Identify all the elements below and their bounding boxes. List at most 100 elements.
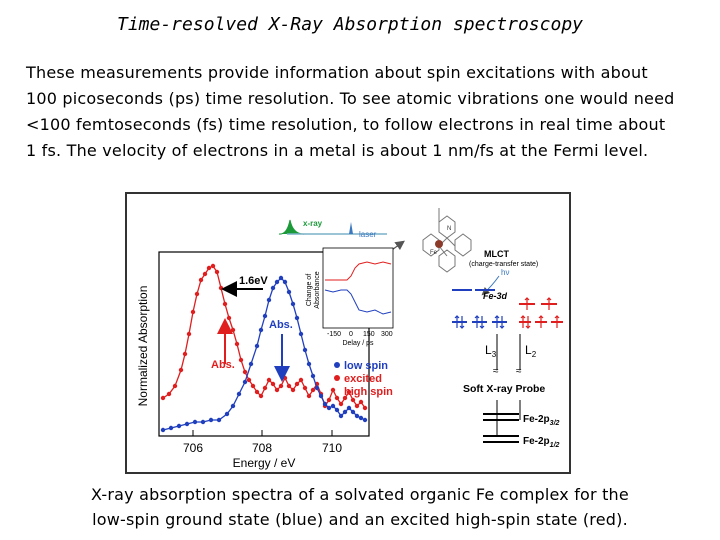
spectrum-point [358, 415, 364, 421]
mlct-arrow [481, 275, 500, 296]
spectrum-point [330, 387, 336, 393]
spectrum-point [350, 397, 356, 403]
spectrum-point [230, 403, 236, 409]
spectrum-point [254, 389, 260, 395]
figure-caption: X-ray absorption spectra of a solvated o… [0, 482, 720, 532]
red-abs-label: Abs. [211, 359, 235, 371]
spectrum-point [206, 265, 212, 271]
spectrum-point [310, 373, 316, 379]
spectrum-point [354, 403, 360, 409]
x-axis-label: Energy / eV [233, 456, 296, 470]
caption-line: low-spin ground state (blue) and an exci… [92, 510, 628, 529]
spectrum-point [192, 419, 198, 425]
intro-paragraph: These measurements provide information a… [26, 60, 706, 164]
spectrum-point [248, 361, 254, 367]
spectrum-point [224, 411, 230, 417]
main-plot-frame [158, 251, 370, 437]
spectrum-point [236, 391, 242, 397]
spectrum-point [334, 395, 340, 401]
spectrum-point [262, 313, 268, 319]
legend-high-spin: high spin [344, 386, 393, 398]
inset-x-tick: 0 [349, 331, 353, 338]
paragraph-line: 1 fs. The velocity of electrons in a met… [26, 141, 649, 160]
fe-atom [435, 240, 443, 248]
spectrum-point [346, 405, 352, 411]
legend-low-marker [334, 362, 340, 368]
spectrum-point [298, 331, 304, 337]
probe-label: Soft X-ray Probe [463, 383, 545, 395]
fe3d-levels-low [452, 289, 507, 329]
spectrum-point [306, 361, 312, 367]
paragraph-line: These measurements provide information a… [26, 63, 648, 82]
spectrum-point [290, 387, 296, 393]
xas-figure-svg: 706 708 710 Energy / eV Normalized Absor… [136, 208, 563, 470]
spectrum-point [350, 409, 356, 415]
inset-plot-frame [322, 247, 394, 329]
mlct-sublabel: (charge-transfer state) [469, 261, 538, 268]
legend-excited: excited [344, 373, 382, 385]
inset-y-label-1: Change of [306, 274, 313, 306]
spectrum-point [330, 403, 336, 409]
spectrum-point [358, 399, 364, 405]
inset-x-tick: 150 [363, 331, 375, 338]
spectrum-point [266, 297, 272, 303]
spectrum-point [326, 397, 332, 403]
x-tick-label: 706 [183, 441, 203, 455]
x-axis-ticks [192, 430, 333, 436]
spectrum-point [214, 269, 220, 275]
spectrum-point [278, 275, 284, 281]
x-tick-label: 710 [322, 441, 342, 455]
spectrum-point [362, 405, 368, 411]
spectrum-point [250, 383, 256, 389]
fe-atom-label: Fe [430, 250, 438, 256]
spectrum-point [290, 301, 296, 307]
shift-label: 1.6eV [239, 275, 268, 287]
slide-title: Time-resolved X-Ray Absorption spectrosc… [117, 14, 583, 35]
spectrum-point [278, 383, 284, 389]
paragraph-line: 100 picoseconds (ps) time resolution. To… [26, 89, 675, 108]
hv-label: hν [501, 268, 509, 277]
inset-blue-trace [324, 289, 392, 315]
spectrum-point [354, 413, 360, 419]
x-tick-label: 708 [252, 441, 272, 455]
l2-label: L2 [525, 343, 537, 359]
fe2p12-label: Fe-2p1/2 [523, 436, 560, 449]
spectrum-point [342, 409, 348, 415]
spectrum-point [226, 315, 232, 321]
spectrum-point [172, 383, 178, 389]
spectrum-point [266, 377, 272, 383]
spectrum-point [178, 367, 184, 373]
inset-x-tick: 300 [381, 331, 393, 338]
spectrum-point [216, 417, 222, 423]
spectrum-point [166, 391, 172, 397]
spectrum-point [182, 351, 188, 357]
l3-label: L3 [485, 343, 497, 359]
break-mark: ≈ [516, 366, 522, 377]
inset-red-trace [325, 261, 392, 281]
blue-abs-label: Abs. [269, 319, 293, 331]
spectrum-point [222, 301, 228, 307]
break-mark: ≈ [493, 366, 499, 377]
laser-pulse [349, 222, 353, 234]
high-spin-points [160, 263, 368, 411]
xas-figure: 706 708 710 Energy / eV Normalized Absor… [125, 192, 571, 474]
spectrum-point [160, 427, 166, 433]
spectrum-point [338, 401, 344, 407]
xray-pulse [278, 219, 306, 235]
spectrum-point [160, 395, 166, 401]
spectrum-point [270, 285, 276, 291]
spectrum-point [246, 377, 252, 383]
spectrum-point [258, 327, 264, 333]
xray-label: x-ray [303, 219, 323, 228]
spectrum-point [294, 381, 300, 387]
spectrum-point [238, 357, 244, 363]
spectrum-point [322, 401, 328, 407]
spectrum-point [176, 423, 182, 429]
spectrum-point [194, 291, 200, 297]
spectrum-point [270, 381, 276, 387]
spectrum-point [314, 385, 320, 391]
spectrum-point [242, 369, 248, 375]
spectrum-point [342, 395, 348, 401]
fe3d-levels-high [519, 297, 563, 329]
spectrum-point [208, 417, 214, 423]
